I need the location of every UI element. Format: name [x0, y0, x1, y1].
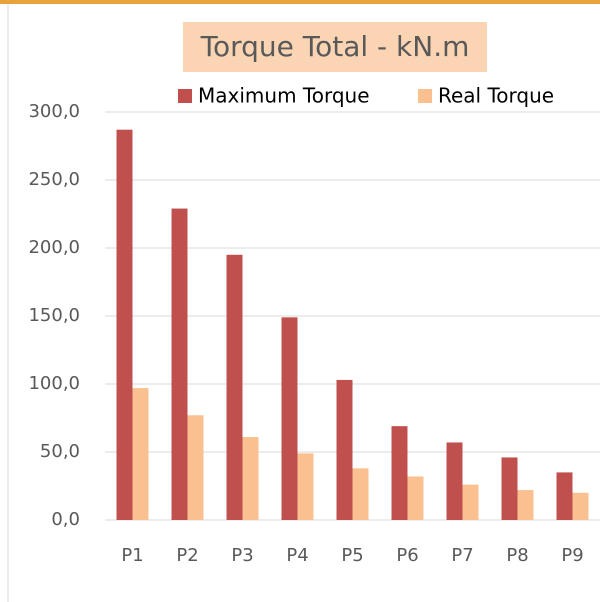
legend-label: Real Torque: [438, 84, 554, 108]
x-tick-label: P3: [231, 545, 253, 566]
y-tick-label: 0,0: [51, 509, 80, 530]
y-tick-label: 250,0: [28, 169, 80, 190]
legend-swatch: [178, 89, 192, 103]
x-tick-label: P1: [121, 545, 143, 566]
bar: [446, 442, 463, 520]
chart-title: Torque Total - kN.m: [200, 30, 470, 63]
y-tick-label: 50,0: [40, 441, 80, 462]
bar: [226, 254, 243, 521]
bar: [407, 476, 424, 520]
x-tick-label: P8: [506, 545, 528, 566]
x-tick-label: P7: [451, 545, 473, 566]
x-tick-label: P4: [286, 545, 308, 566]
bar: [187, 415, 204, 520]
bar: [171, 208, 188, 520]
bar: [501, 457, 518, 520]
y-tick-label: 100,0: [28, 373, 80, 394]
x-tick-label: P5: [341, 545, 363, 566]
y-tick-label: 150,0: [28, 305, 80, 326]
bar: [132, 388, 149, 520]
y-tick-label: 300,0: [28, 101, 80, 122]
bar: [462, 484, 479, 520]
x-tick-label: P9: [561, 545, 583, 566]
bar: [281, 317, 298, 520]
y-tick-label: 200,0: [28, 237, 80, 258]
bar: [391, 426, 408, 520]
top-border: [0, 0, 600, 4]
legend-label: Maximum Torque: [198, 84, 370, 108]
bar: [352, 468, 369, 520]
bar: [242, 437, 259, 520]
bar: [297, 453, 314, 520]
bar: [116, 129, 133, 520]
x-tick-label: P6: [396, 545, 418, 566]
legend-swatch: [418, 89, 432, 103]
bar: [517, 490, 534, 520]
bar: [572, 492, 589, 520]
x-tick-label: P2: [176, 545, 198, 566]
bar: [336, 379, 353, 520]
bar: [556, 472, 573, 520]
title-background: [183, 22, 487, 72]
